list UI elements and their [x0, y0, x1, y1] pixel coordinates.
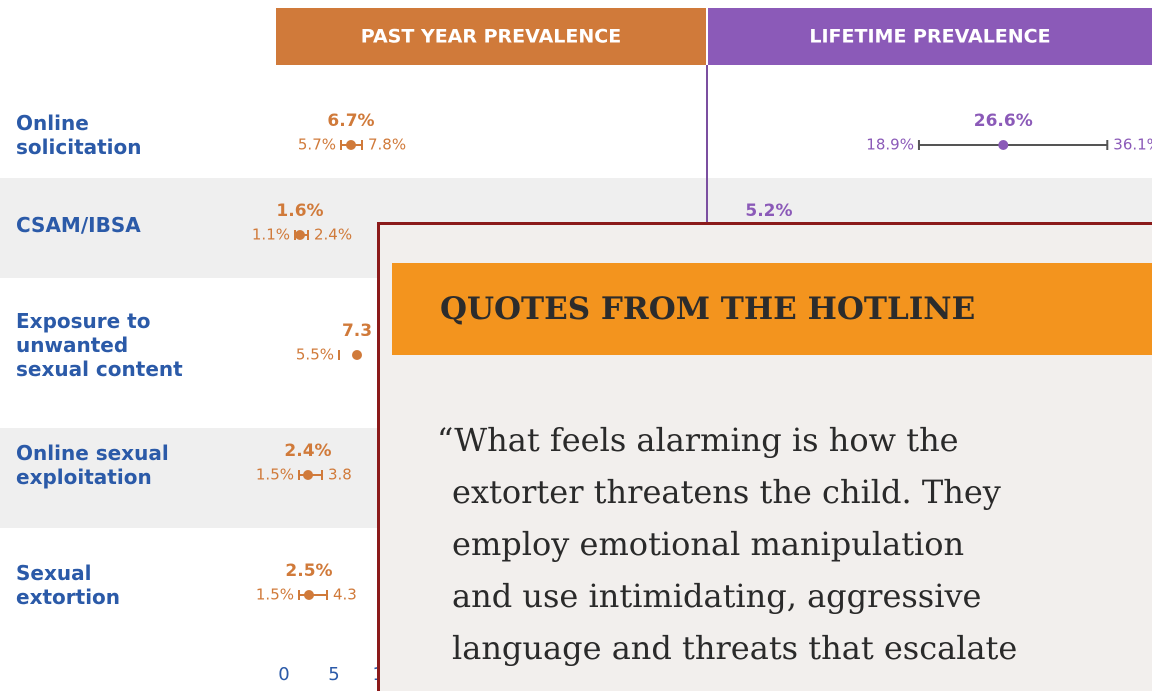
- lower-label: 5.5%: [296, 346, 334, 364]
- lower-label: 1.1%: [252, 226, 290, 244]
- quote-line: employ emotional manipulation: [452, 525, 964, 563]
- dot: [295, 230, 305, 240]
- value-label: 2.4%: [284, 441, 331, 461]
- category-label: CSAM/IBSA: [16, 213, 184, 237]
- x-tick-label: 0: [278, 664, 289, 685]
- quote-overlay: QUOTES FROM THE HOTLINE “What feels alar…: [377, 222, 1152, 691]
- value-label: 1.6%: [276, 201, 323, 221]
- category-label: Online solicitation: [16, 111, 184, 159]
- category-label: Exposure to unwanted sexual content: [16, 309, 184, 381]
- dot: [303, 470, 313, 480]
- dot: [352, 350, 362, 360]
- value-label: 7.3: [342, 321, 372, 341]
- upper-label: 7.8%: [368, 136, 406, 154]
- page: PAST YEAR PREVALENCE LIFETIME PREVALENCE 0…: [0, 0, 1152, 691]
- lower-label: 5.7%: [298, 136, 336, 154]
- dot: [998, 140, 1008, 150]
- quote-line: “What feels alarming is how the: [437, 421, 959, 459]
- dot: [346, 140, 356, 150]
- value-label: 26.6%: [974, 111, 1033, 131]
- value-label: 2.5%: [285, 561, 332, 581]
- upper-label: 36.1%: [1113, 136, 1152, 154]
- quote-line: and use intimidating, aggressive: [452, 577, 981, 615]
- panel-title: LIFETIME PREVALENCE: [809, 26, 1050, 48]
- category-label: Sexual extortion: [16, 561, 184, 609]
- category-label: Online sexual exploitation: [16, 441, 184, 489]
- upper-label: 2.4%: [314, 226, 352, 244]
- lower-label: 1.5%: [256, 466, 294, 484]
- dot: [304, 590, 314, 600]
- lower-label: 1.5%: [256, 586, 294, 604]
- x-tick-label: 5: [328, 664, 339, 685]
- value-label: 5.2%: [745, 201, 792, 221]
- lower-label: 18.9%: [866, 136, 914, 154]
- upper-label: 4.3: [333, 586, 357, 604]
- panel-title: PAST YEAR PREVALENCE: [361, 26, 621, 48]
- quote-line: extorter threatens the child. They: [452, 473, 1001, 511]
- quote-line: language and threats that escalate: [452, 629, 1017, 667]
- upper-label: 3.8: [328, 466, 352, 484]
- value-label: 6.7%: [327, 111, 374, 131]
- overlay-heading: QUOTES FROM THE HOTLINE: [392, 263, 1152, 355]
